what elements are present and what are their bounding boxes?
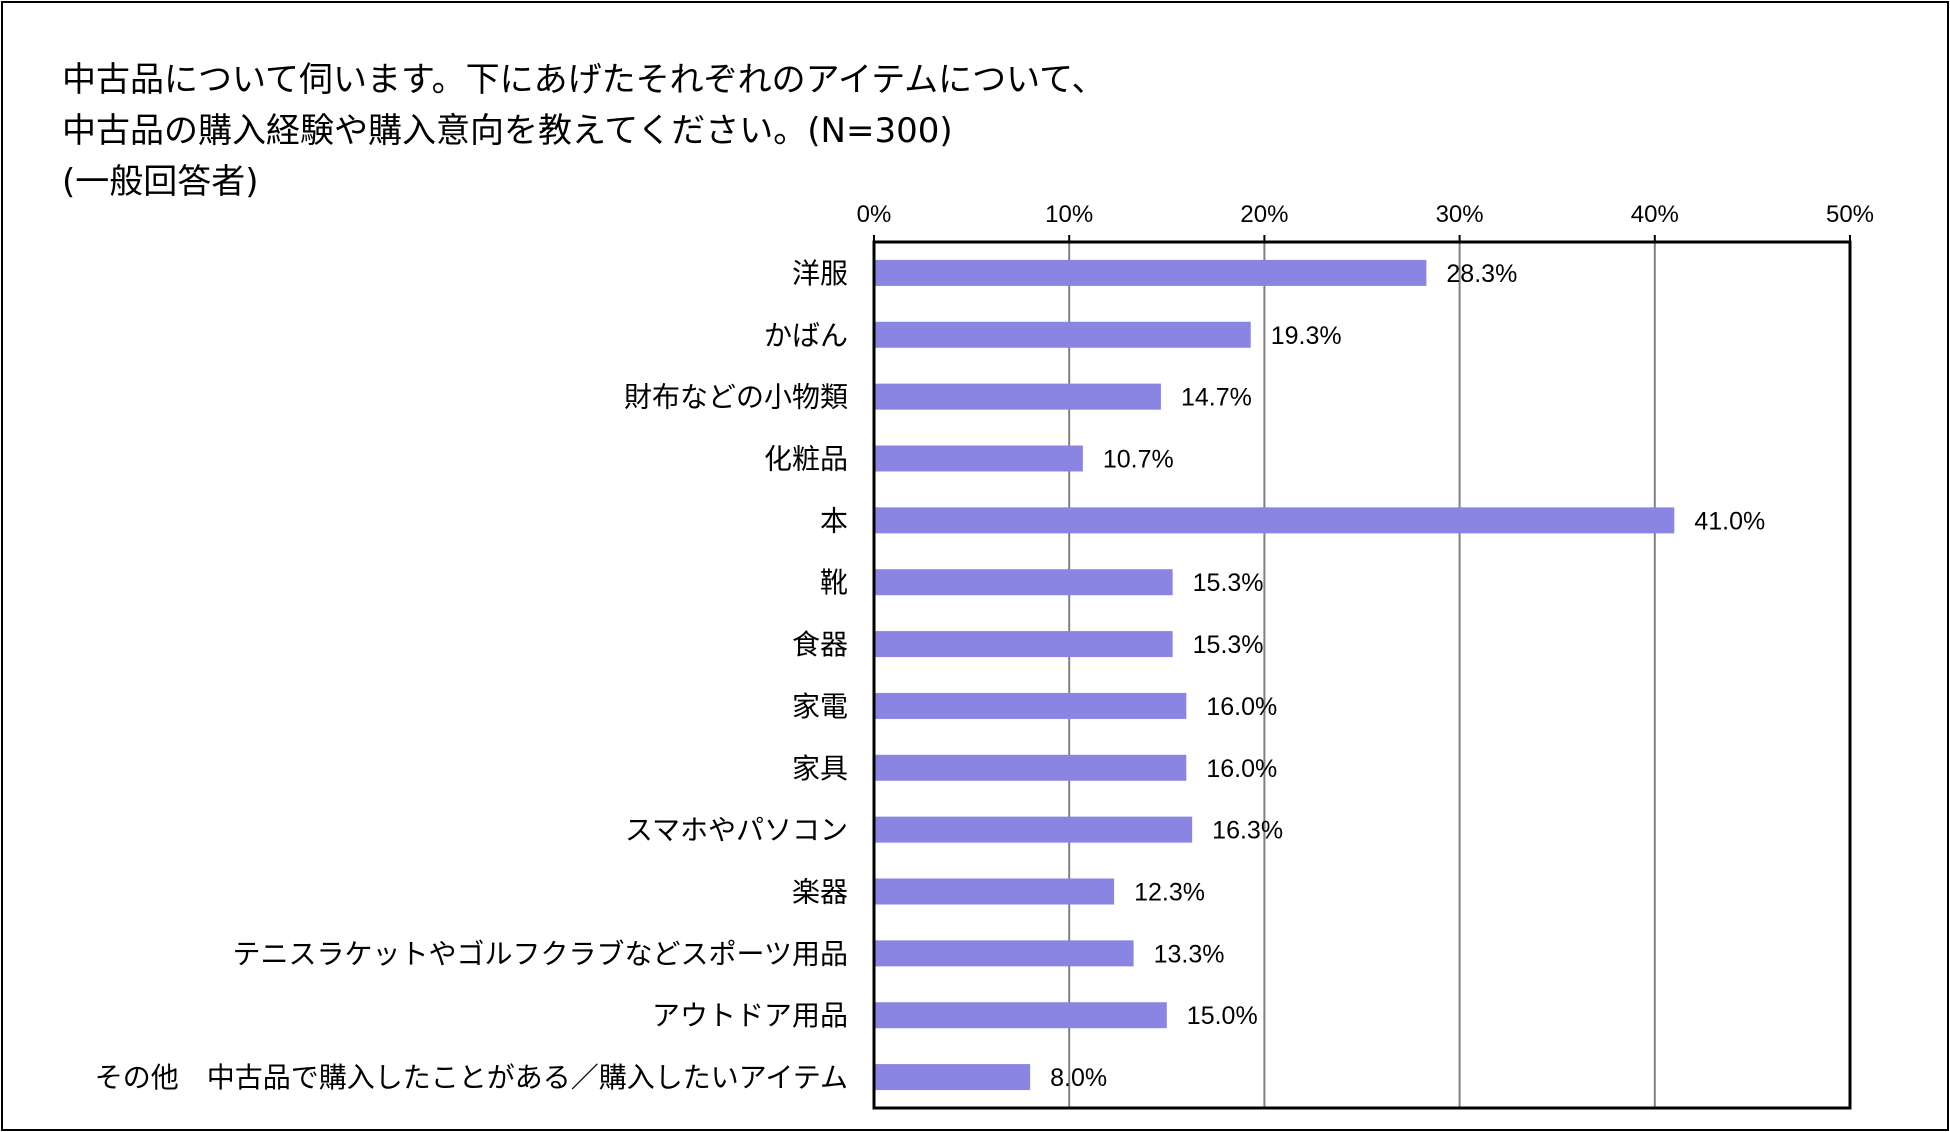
- bar-9: [874, 816, 1193, 843]
- category-label-0: 洋服: [792, 257, 848, 290]
- chart-title-line-2: 中古品の購入経験や購入意向を教えてください。(N=300): [62, 111, 953, 151]
- value-label-4: 41.0%: [1694, 507, 1765, 535]
- x-tick-label-0: 0%: [857, 201, 892, 228]
- value-label-6: 15.3%: [1193, 631, 1264, 659]
- bar-5: [874, 569, 1173, 596]
- value-label-13: 8.0%: [1050, 1064, 1107, 1092]
- category-label-7: 家電: [792, 690, 848, 723]
- category-label-11: テニスラケットやゴルフクラブなどスポーツ用品: [233, 937, 848, 970]
- category-label-2: 財布などの小物類: [624, 381, 848, 414]
- bar-3: [874, 445, 1083, 472]
- x-tick-label-20: 20%: [1240, 201, 1288, 228]
- chart-subtitle: (一般回答者): [62, 162, 259, 202]
- bar-7: [874, 692, 1187, 719]
- value-label-0: 28.3%: [1446, 260, 1517, 288]
- value-label-11: 13.3%: [1154, 940, 1225, 968]
- category-label-12: アウトドア用品: [652, 999, 848, 1032]
- value-label-7: 16.0%: [1206, 693, 1277, 721]
- value-label-1: 19.3%: [1271, 322, 1342, 350]
- value-label-5: 15.3%: [1193, 569, 1264, 597]
- bar-10: [874, 878, 1115, 905]
- bar-2: [874, 383, 1161, 410]
- x-tick-label-30: 30%: [1436, 201, 1484, 228]
- value-label-2: 14.7%: [1181, 384, 1252, 412]
- bar-12: [874, 1002, 1167, 1029]
- category-label-6: 食器: [792, 628, 848, 661]
- value-label-9: 16.3%: [1212, 817, 1283, 845]
- chart-title-line-1: 中古品について伺います。下にあげたそれぞれのアイテムについて、: [62, 60, 1106, 100]
- value-label-12: 15.0%: [1187, 1002, 1258, 1030]
- value-label-3: 10.7%: [1103, 446, 1174, 474]
- x-tick-label-10: 10%: [1045, 201, 1093, 228]
- bar-1: [874, 321, 1251, 348]
- x-tick-label-50: 50%: [1826, 201, 1874, 228]
- category-label-5: 靴: [820, 566, 848, 599]
- category-label-1: かばん: [764, 319, 848, 352]
- category-label-13: その他 中古品で購入したことがある／購入したいアイテム: [95, 1061, 848, 1094]
- bar-6: [874, 631, 1173, 658]
- category-label-8: 家具: [792, 752, 848, 785]
- bar-11: [874, 940, 1134, 967]
- category-label-10: 楽器: [792, 876, 848, 909]
- category-label-4: 本: [820, 504, 848, 537]
- bar-8: [874, 754, 1187, 781]
- bar-4: [874, 507, 1675, 534]
- bar-13: [874, 1064, 1031, 1091]
- value-label-10: 12.3%: [1134, 879, 1205, 907]
- value-label-8: 16.0%: [1206, 755, 1277, 783]
- category-label-9: スマホやパソコン: [625, 814, 848, 847]
- plot-area-border: [872, 240, 1852, 1110]
- category-label-3: 化粧品: [764, 443, 848, 476]
- bar-0: [874, 259, 1427, 286]
- x-tick-label-40: 40%: [1631, 201, 1679, 228]
